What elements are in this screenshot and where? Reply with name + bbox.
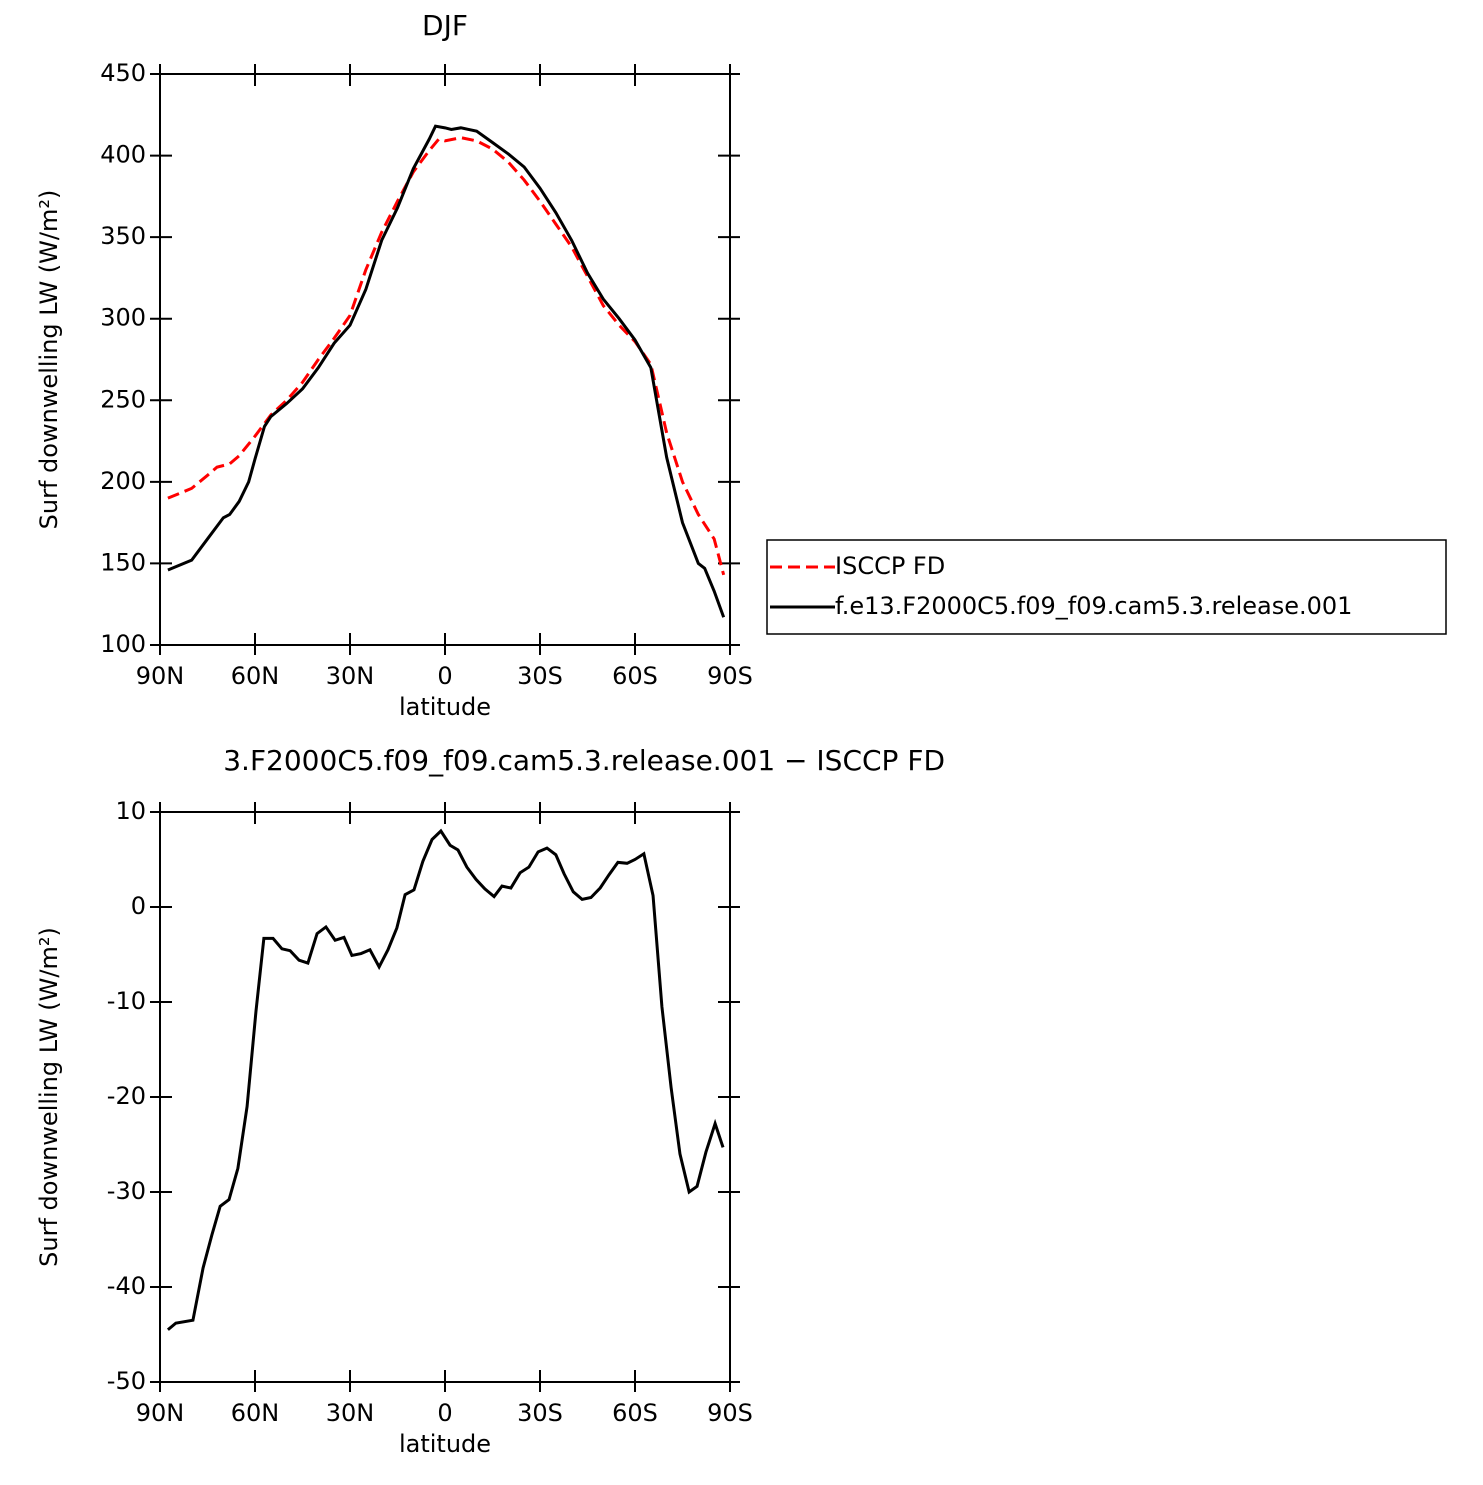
y-tick-label: 200: [100, 467, 146, 495]
x-axis-label: latitude: [399, 693, 491, 721]
y-tick-label: -40: [107, 1272, 146, 1300]
x-tick-label: 30N: [326, 1399, 375, 1427]
y-tick-label: 350: [100, 222, 146, 250]
y-tick-label: 0: [131, 892, 146, 920]
y-tick-label: 100: [100, 630, 146, 658]
x-axis-label: latitude: [399, 1430, 491, 1458]
y-tick-label: 150: [100, 548, 146, 576]
x-tick-label: 60N: [231, 1399, 280, 1427]
y-tick-label: -10: [107, 987, 146, 1015]
y-tick-label: 10: [115, 797, 146, 825]
x-tick-label: 60S: [612, 1399, 658, 1427]
legend-label: f.e13.F2000C5.f09_f09.cam5.3.release.001: [835, 592, 1352, 620]
x-tick-label: 0: [437, 1399, 452, 1427]
x-tick-label: 90N: [136, 662, 185, 690]
x-tick-label: 60S: [612, 662, 658, 690]
y-tick-label: 400: [100, 141, 146, 169]
legend-label: ISCCP FD: [835, 552, 945, 580]
y-tick-label: -30: [107, 1177, 146, 1205]
y-tick-label: -20: [107, 1082, 146, 1110]
x-tick-label: 0: [437, 662, 452, 690]
y-tick-label: 250: [100, 385, 146, 413]
chart-title: 3.F2000C5.f09_f09.cam5.3.release.001 − I…: [223, 744, 945, 777]
x-tick-label: 30S: [517, 1399, 563, 1427]
series-line: [167, 124, 726, 618]
y-tick-label: 450: [100, 59, 146, 87]
chart-title: DJF: [422, 9, 468, 42]
x-tick-label: 60N: [231, 662, 280, 690]
series-line: [167, 136, 726, 576]
x-tick-label: 90S: [707, 1399, 753, 1427]
y-axis-label: Surf downwelling LW (W/m²): [35, 190, 63, 530]
y-tick-label: -50: [107, 1367, 146, 1395]
x-tick-label: 30S: [517, 662, 563, 690]
legend-box: [766, 539, 1447, 635]
y-tick-label: 300: [100, 304, 146, 332]
plot-frame: [159, 811, 731, 1383]
x-tick-label: 30N: [326, 662, 375, 690]
y-axis-label: Surf downwelling LW (W/m²): [35, 927, 63, 1267]
series-line: [166, 828, 725, 1331]
x-tick-label: 90N: [136, 1399, 185, 1427]
x-tick-label: 90S: [707, 662, 753, 690]
